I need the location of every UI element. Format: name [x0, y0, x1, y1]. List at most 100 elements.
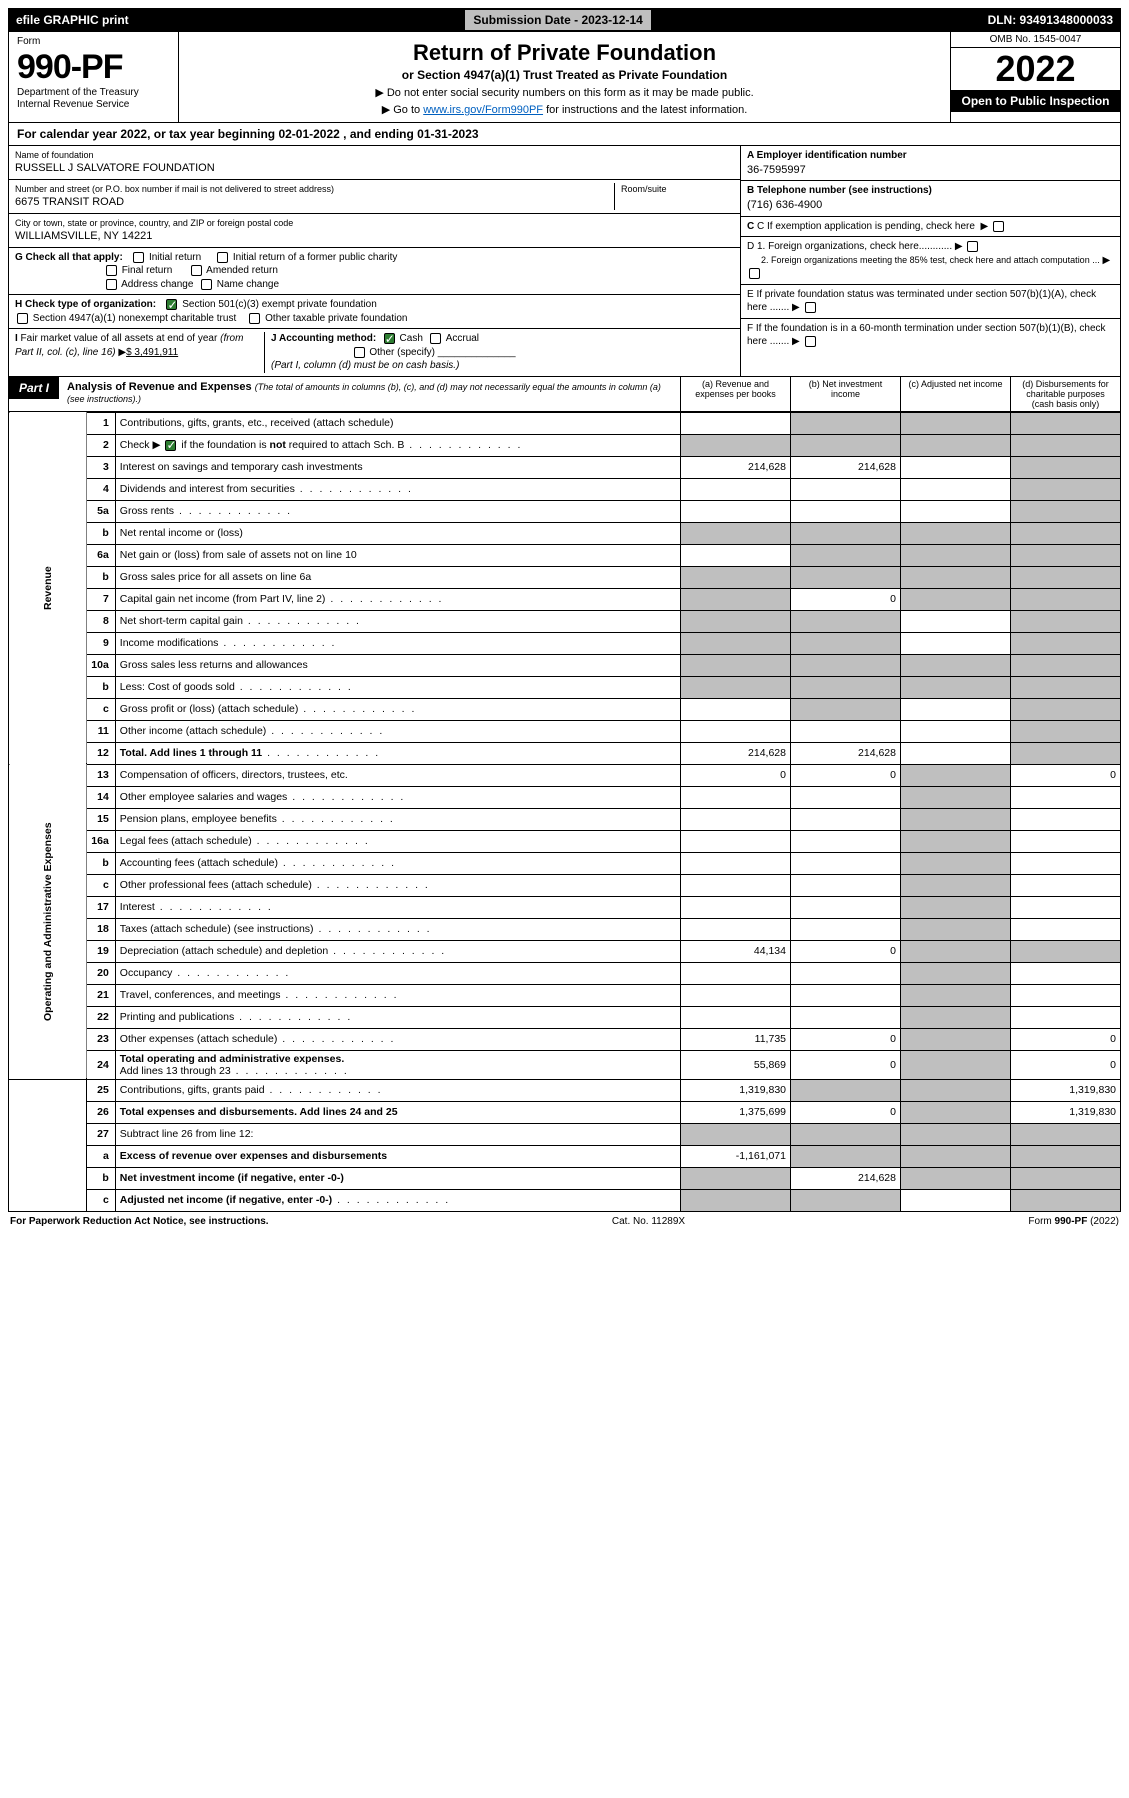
- table-row: 18Taxes (attach schedule) (see instructi…: [9, 918, 1121, 940]
- street-address: 6675 TRANSIT ROAD: [15, 195, 614, 210]
- val-7b: 0: [791, 588, 901, 610]
- year-box: OMB No. 1545-0047 2022 Open to Public In…: [950, 32, 1120, 122]
- line-12: Total. Add lines 1 through 11: [115, 742, 680, 764]
- checkbox-4947[interactable]: [17, 313, 28, 324]
- form-number: 990-PF: [17, 48, 170, 87]
- table-row: 8Net short-term capital gain: [9, 610, 1121, 632]
- line-13: Compensation of officers, directors, tru…: [115, 764, 680, 786]
- form-number-box: Form 990-PF Department of the Treasury I…: [9, 32, 179, 122]
- part1-title: Analysis of Revenue and Expenses (The to…: [59, 377, 680, 409]
- checkbox-d1[interactable]: [967, 241, 978, 252]
- line-10b: Less: Cost of goods sold: [115, 676, 680, 698]
- checkbox-initial-return[interactable]: [133, 252, 144, 263]
- section-g: G Check all that apply: Initial return I…: [9, 248, 740, 296]
- line-4: Dividends and interest from securities: [115, 478, 680, 500]
- table-row: bLess: Cost of goods sold: [9, 676, 1121, 698]
- page-footer: For Paperwork Reduction Act Notice, see …: [8, 1212, 1121, 1231]
- table-row: Revenue 1Contributions, gifts, grants, e…: [9, 412, 1121, 434]
- open-inspection: Open to Public Inspection: [951, 90, 1120, 112]
- checkbox-d2[interactable]: [749, 268, 760, 279]
- checkbox-cash[interactable]: [384, 333, 395, 344]
- checkbox-other-method[interactable]: [354, 347, 365, 358]
- line-1: Contributions, gifts, grants, etc., rece…: [115, 412, 680, 434]
- g-label: G Check all that apply:: [15, 252, 123, 263]
- table-row: 27Subtract line 26 from line 12:: [9, 1123, 1121, 1145]
- table-row: bAccounting fees (attach schedule): [9, 852, 1121, 874]
- val-26b: 0: [791, 1101, 901, 1123]
- f-label: F If the foundation is in a 60-month ter…: [747, 323, 1106, 348]
- opt-4947: Section 4947(a)(1) nonexempt charitable …: [33, 313, 236, 324]
- line-20: Occupancy: [115, 962, 680, 984]
- opt-former: Initial return of a former public charit…: [233, 252, 398, 263]
- val-12a: 214,628: [681, 742, 791, 764]
- val-25a: 1,319,830: [681, 1079, 791, 1101]
- ein-cell: A Employer identification number 36-7595…: [741, 146, 1120, 181]
- checkbox-e[interactable]: [805, 302, 816, 313]
- column-headers: (a) Revenue and expenses per books (b) N…: [680, 377, 1120, 411]
- foundation-name-cell: Name of foundation RUSSELL J SALVATORE F…: [9, 146, 740, 180]
- line-19: Depreciation (attach schedule) and deple…: [115, 940, 680, 962]
- part1-title-text: Analysis of Revenue and Expenses: [67, 381, 252, 393]
- val-24a: 55,869: [681, 1050, 791, 1079]
- table-row: 26Total expenses and disbursements. Add …: [9, 1101, 1121, 1123]
- line-16a: Legal fees (attach schedule): [115, 830, 680, 852]
- checkbox-schb[interactable]: [165, 440, 176, 451]
- table-row: bNet investment income (if negative, ent…: [9, 1167, 1121, 1189]
- irs-label: Internal Revenue Service: [17, 99, 170, 111]
- j-label: J Accounting method:: [271, 333, 376, 344]
- val-3a: 214,628: [681, 456, 791, 478]
- col-b-header: (b) Net investment income: [790, 377, 900, 411]
- line-6b: Gross sales price for all assets on line…: [115, 566, 680, 588]
- section-ij: I Fair market value of all assets at end…: [9, 329, 740, 376]
- opt-cash: Cash: [400, 333, 423, 344]
- table-row: 21Travel, conferences, and meetings: [9, 984, 1121, 1006]
- tax-year: 2022: [951, 48, 1120, 90]
- checkbox-amended[interactable]: [191, 265, 202, 276]
- opt-501c3: Section 501(c)(3) exempt private foundat…: [182, 299, 377, 310]
- opt-address: Address change: [121, 279, 193, 290]
- val-23b: 0: [791, 1028, 901, 1050]
- table-row: 10aGross sales less returns and allowanc…: [9, 654, 1121, 676]
- line-27: Subtract line 26 from line 12:: [115, 1123, 680, 1145]
- table-row: 25Contributions, gifts, grants paid1,319…: [9, 1079, 1121, 1101]
- checkbox-address-change[interactable]: [106, 279, 117, 290]
- address-cell: Number and street (or P.O. box number if…: [9, 180, 740, 214]
- line-10a: Gross sales less returns and allowances: [115, 654, 680, 676]
- table-row: 23Other expenses (attach schedule)11,735…: [9, 1028, 1121, 1050]
- checkbox-c[interactable]: [993, 221, 1004, 232]
- checkbox-initial-former[interactable]: [217, 252, 228, 263]
- val-26a: 1,375,699: [681, 1101, 791, 1123]
- checkbox-final-return[interactable]: [106, 265, 117, 276]
- dln-label: DLN: 93491348000033: [982, 10, 1119, 30]
- checkbox-f[interactable]: [805, 336, 816, 347]
- line-16b: Accounting fees (attach schedule): [115, 852, 680, 874]
- col-a-header: (a) Revenue and expenses per books: [680, 377, 790, 411]
- line-3: Interest on savings and temporary cash i…: [115, 456, 680, 478]
- form-link[interactable]: www.irs.gov/Form990PF: [423, 104, 543, 116]
- checkbox-accrual[interactable]: [430, 333, 441, 344]
- checkbox-501c3[interactable]: [166, 299, 177, 310]
- instr-2: ▶ Go to www.irs.gov/Form990PF for instru…: [189, 103, 940, 116]
- room-label: Room/suite: [621, 183, 734, 195]
- checkbox-name-change[interactable]: [201, 279, 212, 290]
- table-row: 3Interest on savings and temporary cash …: [9, 456, 1121, 478]
- opt-name: Name change: [217, 279, 279, 290]
- table-row: 6aNet gain or (loss) from sale of assets…: [9, 544, 1121, 566]
- table-row: 24Total operating and administrative exp…: [9, 1050, 1121, 1079]
- line-7: Capital gain net income (from Part IV, l…: [115, 588, 680, 610]
- table-row: 11Other income (attach schedule): [9, 720, 1121, 742]
- val-25d: 1,319,830: [1011, 1079, 1121, 1101]
- checkbox-other-taxable[interactable]: [249, 313, 260, 324]
- line-9: Income modifications: [115, 632, 680, 654]
- foundation-name: RUSSELL J SALVATORE FOUNDATION: [15, 161, 734, 176]
- instr-1: ▶ Do not enter social security numbers o…: [189, 86, 940, 99]
- val-24d: 0: [1011, 1050, 1121, 1079]
- val-26d: 1,319,830: [1011, 1101, 1121, 1123]
- opt-other-method: Other (specify): [369, 347, 435, 358]
- val-13b: 0: [791, 764, 901, 786]
- city-value: WILLIAMSVILLE, NY 14221: [15, 229, 734, 244]
- table-row: 14Other employee salaries and wages: [9, 786, 1121, 808]
- title-box: Return of Private Foundation or Section …: [179, 32, 950, 122]
- table-row: 4Dividends and interest from securities: [9, 478, 1121, 500]
- e-label: E If private foundation status was termi…: [747, 289, 1096, 314]
